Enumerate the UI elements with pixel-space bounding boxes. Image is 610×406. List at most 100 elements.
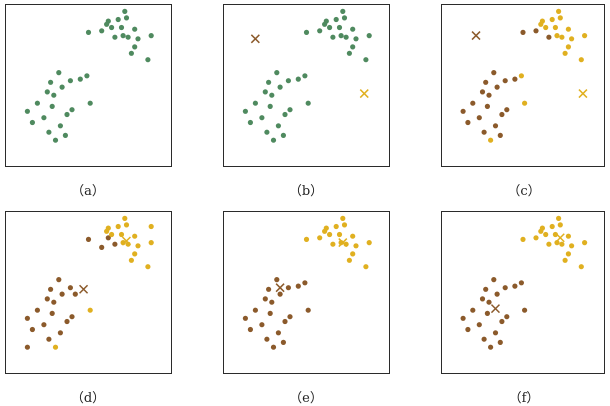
green-point bbox=[145, 57, 151, 63]
brown-point bbox=[518, 280, 524, 286]
gold-point bbox=[132, 251, 138, 257]
brown-point bbox=[491, 277, 497, 283]
brown-point bbox=[465, 119, 471, 126]
gold-point bbox=[122, 215, 128, 221]
brown-point bbox=[48, 286, 54, 292]
green-point bbox=[41, 115, 47, 121]
brown-point bbox=[72, 291, 78, 297]
gold-point bbox=[522, 100, 528, 106]
caption-f: （f） bbox=[508, 391, 540, 406]
brown-point bbox=[44, 296, 50, 302]
brown-point bbox=[282, 318, 288, 325]
green-point bbox=[112, 34, 118, 40]
gold-point bbox=[52, 344, 59, 350]
scatter-plot-f bbox=[460, 215, 588, 350]
scatter-plot-c bbox=[460, 8, 588, 143]
gold-point bbox=[556, 8, 562, 14]
brown-point bbox=[262, 296, 268, 302]
green-point bbox=[48, 79, 54, 85]
brown-point bbox=[522, 307, 528, 313]
gold-point bbox=[132, 233, 138, 239]
brown-point bbox=[280, 339, 286, 345]
gold-point bbox=[148, 223, 154, 230]
brown-centroid-x-marker bbox=[79, 284, 89, 294]
gold-point bbox=[518, 73, 524, 79]
green-point bbox=[269, 92, 275, 98]
brown-point bbox=[259, 322, 265, 328]
brown-centroid-x-marker bbox=[471, 31, 481, 41]
green-point bbox=[51, 92, 57, 98]
brown-point bbox=[85, 236, 92, 242]
brown-point bbox=[295, 283, 301, 289]
brown-point bbox=[481, 129, 487, 135]
green-point bbox=[118, 24, 125, 31]
brown-point bbox=[486, 92, 492, 98]
gold-point bbox=[346, 257, 352, 263]
brown-point bbox=[546, 34, 552, 40]
green-point bbox=[69, 107, 75, 113]
plot-frame-c bbox=[441, 4, 605, 167]
gold-point bbox=[366, 240, 372, 246]
green-point bbox=[317, 28, 323, 34]
brown-point bbox=[274, 277, 280, 283]
brown-point bbox=[266, 286, 272, 292]
gold-centroid-x-marker bbox=[359, 89, 369, 99]
gold-point bbox=[562, 50, 568, 56]
green-point bbox=[336, 24, 343, 31]
gold-point bbox=[533, 235, 539, 241]
brown-point bbox=[59, 291, 65, 297]
brown-point bbox=[486, 299, 492, 305]
brown-point bbox=[242, 315, 248, 321]
brown-point bbox=[285, 285, 291, 291]
brown-point bbox=[24, 315, 30, 321]
green-point bbox=[338, 33, 344, 39]
green-point bbox=[350, 26, 356, 32]
green-point bbox=[87, 100, 93, 106]
brown-point bbox=[512, 283, 518, 289]
green-point bbox=[270, 137, 277, 143]
gold-point bbox=[148, 240, 154, 246]
brown-point bbox=[302, 280, 308, 286]
brown-point bbox=[484, 310, 490, 316]
brown-point bbox=[476, 115, 482, 121]
green-point bbox=[132, 44, 138, 50]
brown-centroid-x-marker bbox=[250, 34, 260, 44]
gold-point bbox=[363, 264, 369, 270]
green-point bbox=[343, 34, 349, 40]
brown-point bbox=[494, 84, 500, 90]
brown-point bbox=[520, 29, 526, 35]
green-point bbox=[104, 21, 110, 27]
green-point bbox=[49, 103, 55, 109]
green-point bbox=[52, 137, 59, 143]
gold-point bbox=[562, 257, 568, 263]
gold-point bbox=[327, 231, 333, 238]
gold-point bbox=[543, 231, 549, 238]
brown-centroid-x-marker bbox=[490, 304, 500, 314]
plot-frame-e bbox=[223, 211, 390, 374]
green-point bbox=[59, 84, 65, 90]
green-point bbox=[322, 21, 328, 27]
gold-point bbox=[578, 57, 584, 63]
green-point bbox=[275, 123, 281, 129]
brown-point bbox=[99, 244, 105, 250]
gold-centroid-x-marker bbox=[555, 233, 565, 243]
green-point bbox=[67, 78, 73, 84]
brown-point bbox=[270, 344, 277, 350]
green-point bbox=[62, 132, 68, 138]
brown-point bbox=[49, 310, 55, 316]
brown-point bbox=[275, 330, 281, 336]
brown-point bbox=[269, 299, 275, 305]
gold-point bbox=[303, 236, 310, 242]
caption-c: （c） bbox=[507, 184, 541, 199]
plot-frame-b bbox=[223, 4, 390, 167]
brown-point bbox=[497, 339, 503, 345]
green-point bbox=[109, 24, 115, 31]
gold-point bbox=[552, 231, 558, 238]
brown-point bbox=[504, 314, 510, 320]
green-point bbox=[346, 50, 352, 56]
green-point bbox=[64, 111, 70, 118]
gold-point bbox=[322, 228, 328, 234]
brown-point bbox=[264, 336, 270, 342]
green-point bbox=[262, 89, 268, 95]
brown-point bbox=[460, 108, 466, 114]
